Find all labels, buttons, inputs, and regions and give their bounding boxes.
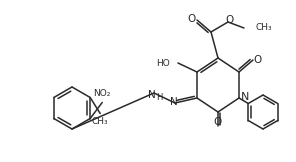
Text: N: N [241, 92, 249, 102]
Text: CH₃: CH₃ [256, 23, 273, 31]
Text: N: N [148, 90, 156, 100]
Text: O: O [214, 117, 222, 127]
Text: O: O [226, 15, 234, 25]
Text: HO: HO [156, 58, 170, 68]
Text: N: N [170, 97, 178, 107]
Text: CH₃: CH₃ [92, 117, 109, 126]
Text: O: O [188, 14, 196, 24]
Text: NO₂: NO₂ [94, 89, 111, 98]
Text: H: H [156, 93, 162, 103]
Text: O: O [254, 55, 262, 65]
